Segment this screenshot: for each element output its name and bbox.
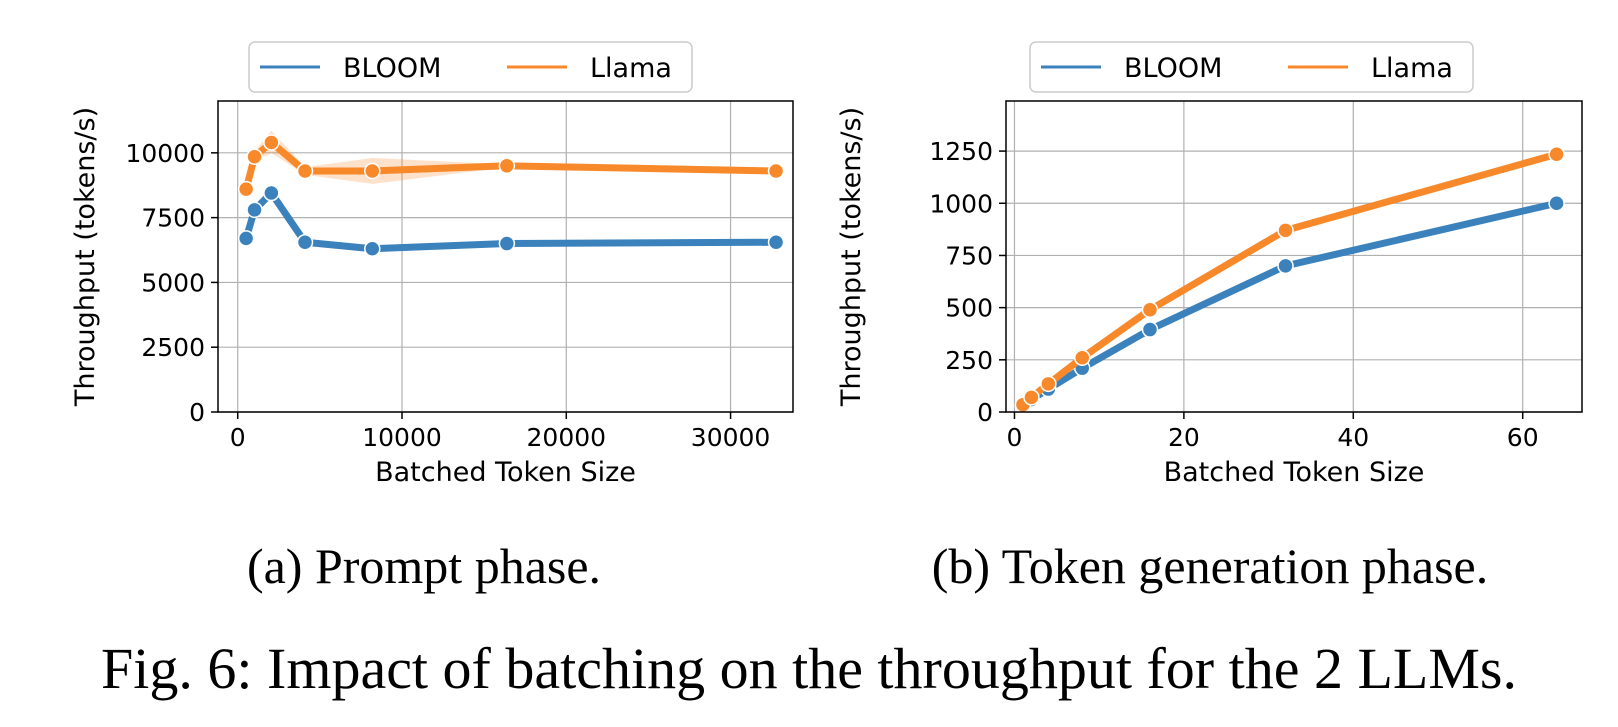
y-tick-label: 1250 <box>929 137 993 166</box>
data-point-bloom <box>263 184 280 202</box>
x-tick-label: 30000 <box>691 423 771 452</box>
legend-label-bloom: BLOOM <box>1124 53 1222 84</box>
subcaption-a: (a) Prompt phase. <box>247 538 601 594</box>
y-tick-label: 5000 <box>141 268 205 297</box>
x-axis-label: Batched Token Size <box>375 457 636 488</box>
legend-label-llama: Llama <box>590 53 672 84</box>
legend: BLOOM Llama <box>1029 41 1474 93</box>
y-tick-label: 0 <box>977 398 993 427</box>
y-axis-label: Throughput (tokens/s) <box>836 107 867 407</box>
data-point-llama <box>498 157 516 175</box>
x-tick-label: 20 <box>1168 423 1200 452</box>
y-tick-label: 500 <box>945 294 993 323</box>
y-tick-label: 2500 <box>141 333 205 362</box>
x-tick-label: 60 <box>1507 423 1539 452</box>
data-point-bloom <box>767 233 785 251</box>
plot-frame <box>217 100 794 413</box>
data-point-bloom <box>1548 195 1565 212</box>
y-tick-label: 7500 <box>141 204 205 233</box>
data-point-bloom <box>1277 257 1294 275</box>
legend: BLOOM Llama <box>248 41 693 93</box>
chart-prompt-phase: 0 10000 20000 30000 0 2500 5000 7500 10000 Batche… <box>70 41 794 488</box>
y-axis-label: Throughput (tokens/s) <box>70 107 101 407</box>
data-point-llama <box>364 162 381 180</box>
legend-label-bloom: BLOOM <box>343 53 441 84</box>
data-point-llama <box>1073 349 1091 366</box>
data-point-bloom <box>296 233 314 251</box>
data-point-llama <box>263 134 280 151</box>
data-point-llama <box>1023 389 1040 406</box>
x-tick-label: 10000 <box>362 423 442 452</box>
legend-box <box>1029 41 1474 93</box>
data-point-llama <box>237 180 255 198</box>
series-line-llama <box>1019 150 1561 409</box>
chart-token-generation-phase: 0 20 40 60 0 250 500 750 1000 1250 Batched Token S… <box>836 41 1583 488</box>
y-tick-label: 250 <box>945 346 993 375</box>
x-tick-label: 0 <box>1007 423 1023 452</box>
legend-label-llama: Llama <box>1371 53 1453 84</box>
data-point-bloom <box>246 201 263 219</box>
x-tick-label: 20000 <box>527 423 607 452</box>
plot-frame <box>1005 100 1583 413</box>
legend-box <box>248 41 693 93</box>
data-point-bloom <box>1141 321 1159 338</box>
data-point-bloom <box>237 230 255 247</box>
y-tick-label: 0 <box>189 398 205 427</box>
data-point-bloom <box>364 240 381 257</box>
y-tick-label: 1000 <box>929 189 993 218</box>
confidence-band-llama <box>246 130 777 194</box>
x-tick-label: 0 <box>230 423 246 452</box>
subcaption-b: (b) Token generation phase. <box>932 538 1489 594</box>
data-point-llama <box>1040 375 1057 393</box>
y-tick-label: 750 <box>945 241 993 270</box>
figure-caption: Fig. 6: Impact of batching on the throug… <box>101 636 1517 701</box>
data-point-llama <box>1548 145 1565 163</box>
data-point-llama <box>767 162 785 180</box>
data-point-llama <box>246 148 263 165</box>
data-point-llama <box>296 162 314 180</box>
x-axis-label: Batched Token Size <box>1164 457 1425 488</box>
y-tick-label: 10000 <box>125 139 205 168</box>
data-point-llama <box>1277 222 1294 239</box>
data-point-bloom <box>498 235 516 252</box>
x-tick-label: 40 <box>1337 423 1369 452</box>
data-point-llama <box>1141 301 1159 318</box>
